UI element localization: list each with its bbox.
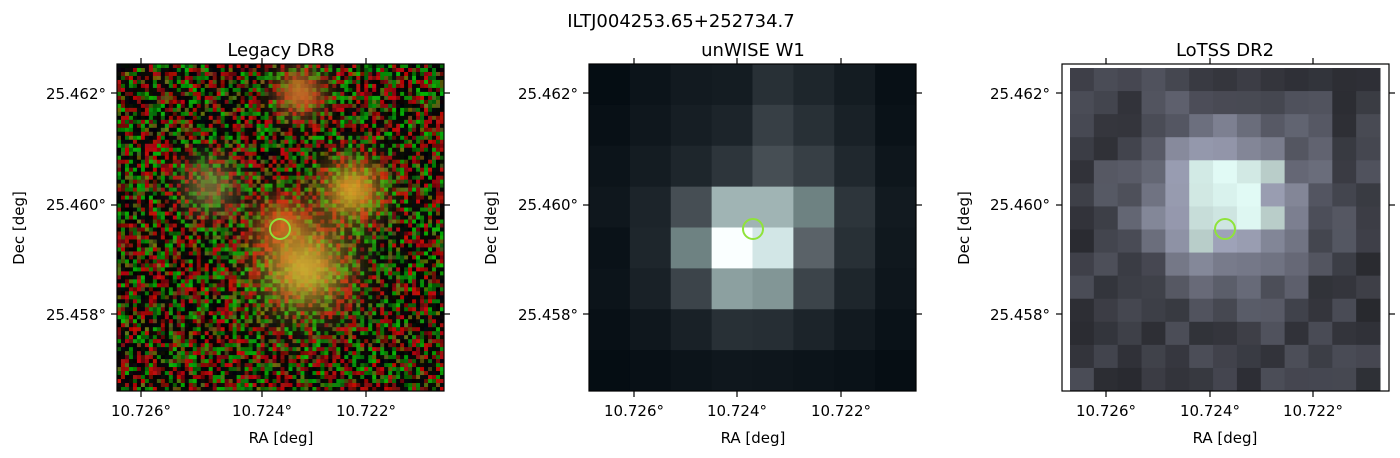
- source-marker-circle: [269, 218, 291, 240]
- y-tick-label: 25.462°: [46, 85, 106, 103]
- x-tick-label: 10.722°: [1283, 402, 1343, 420]
- axis-ticks: [1056, 58, 1395, 397]
- y-tick-label: 25.460°: [46, 196, 106, 214]
- y-axis-label: Dec [deg]: [955, 191, 973, 265]
- y-tick-label: 25.462°: [518, 85, 578, 103]
- x-axis-label: RA [deg]: [249, 429, 314, 447]
- axis-ticks: [111, 58, 450, 397]
- y-tick-label: 25.458°: [518, 306, 578, 324]
- y-tick-label: 25.458°: [990, 306, 1050, 324]
- y-tick-label: 25.462°: [990, 85, 1050, 103]
- x-tick-label: 10.722°: [811, 402, 871, 420]
- axes-frame: [588, 63, 917, 392]
- x-axis-label: RA [deg]: [721, 429, 786, 447]
- y-tick-label: 25.460°: [990, 196, 1050, 214]
- x-tick-label: 10.726°: [111, 402, 171, 420]
- lotss-dr2-image: [1070, 68, 1381, 392]
- y-tick-label: 25.460°: [518, 196, 578, 214]
- axes-frame: [1061, 63, 1390, 392]
- x-tick-label: 10.726°: [604, 402, 664, 420]
- x-tick-label: 10.726°: [1076, 402, 1136, 420]
- unwise-w1-image: [589, 64, 917, 392]
- x-tick-label: 10.724°: [232, 402, 292, 420]
- axis-ticks: [583, 58, 922, 397]
- source-marker-circle: [1214, 218, 1236, 240]
- legacy-dr8-image: [117, 64, 445, 392]
- y-axis-label: Dec [deg]: [10, 191, 28, 265]
- figure-title: ILTJ004253.65+252734.7: [567, 11, 794, 32]
- source-marker-circle: [742, 218, 764, 240]
- panel-title: Legacy DR8: [227, 40, 334, 61]
- panel-unwise-w1: unWISE W1 10.726° 10.724° 10.722° 25.462…: [482, 40, 922, 447]
- panel-lotss-dr2: LoTSS DR2 10.726° 10.724° 10.722° 25.462…: [955, 40, 1395, 447]
- x-tick-label: 10.722°: [336, 402, 396, 420]
- x-tick-label: 10.724°: [707, 402, 767, 420]
- panel-title: LoTSS DR2: [1176, 40, 1274, 61]
- panel-legacy-dr8: Legacy DR8 10.726° 10.724° 10.722° 25.46…: [10, 40, 450, 447]
- x-tick-label: 10.724°: [1180, 402, 1240, 420]
- y-tick-label: 25.458°: [46, 306, 106, 324]
- panel-title: unWISE W1: [701, 40, 805, 61]
- axes-frame: [116, 63, 445, 392]
- y-axis-label: Dec [deg]: [482, 191, 500, 265]
- x-axis-label: RA [deg]: [1193, 429, 1258, 447]
